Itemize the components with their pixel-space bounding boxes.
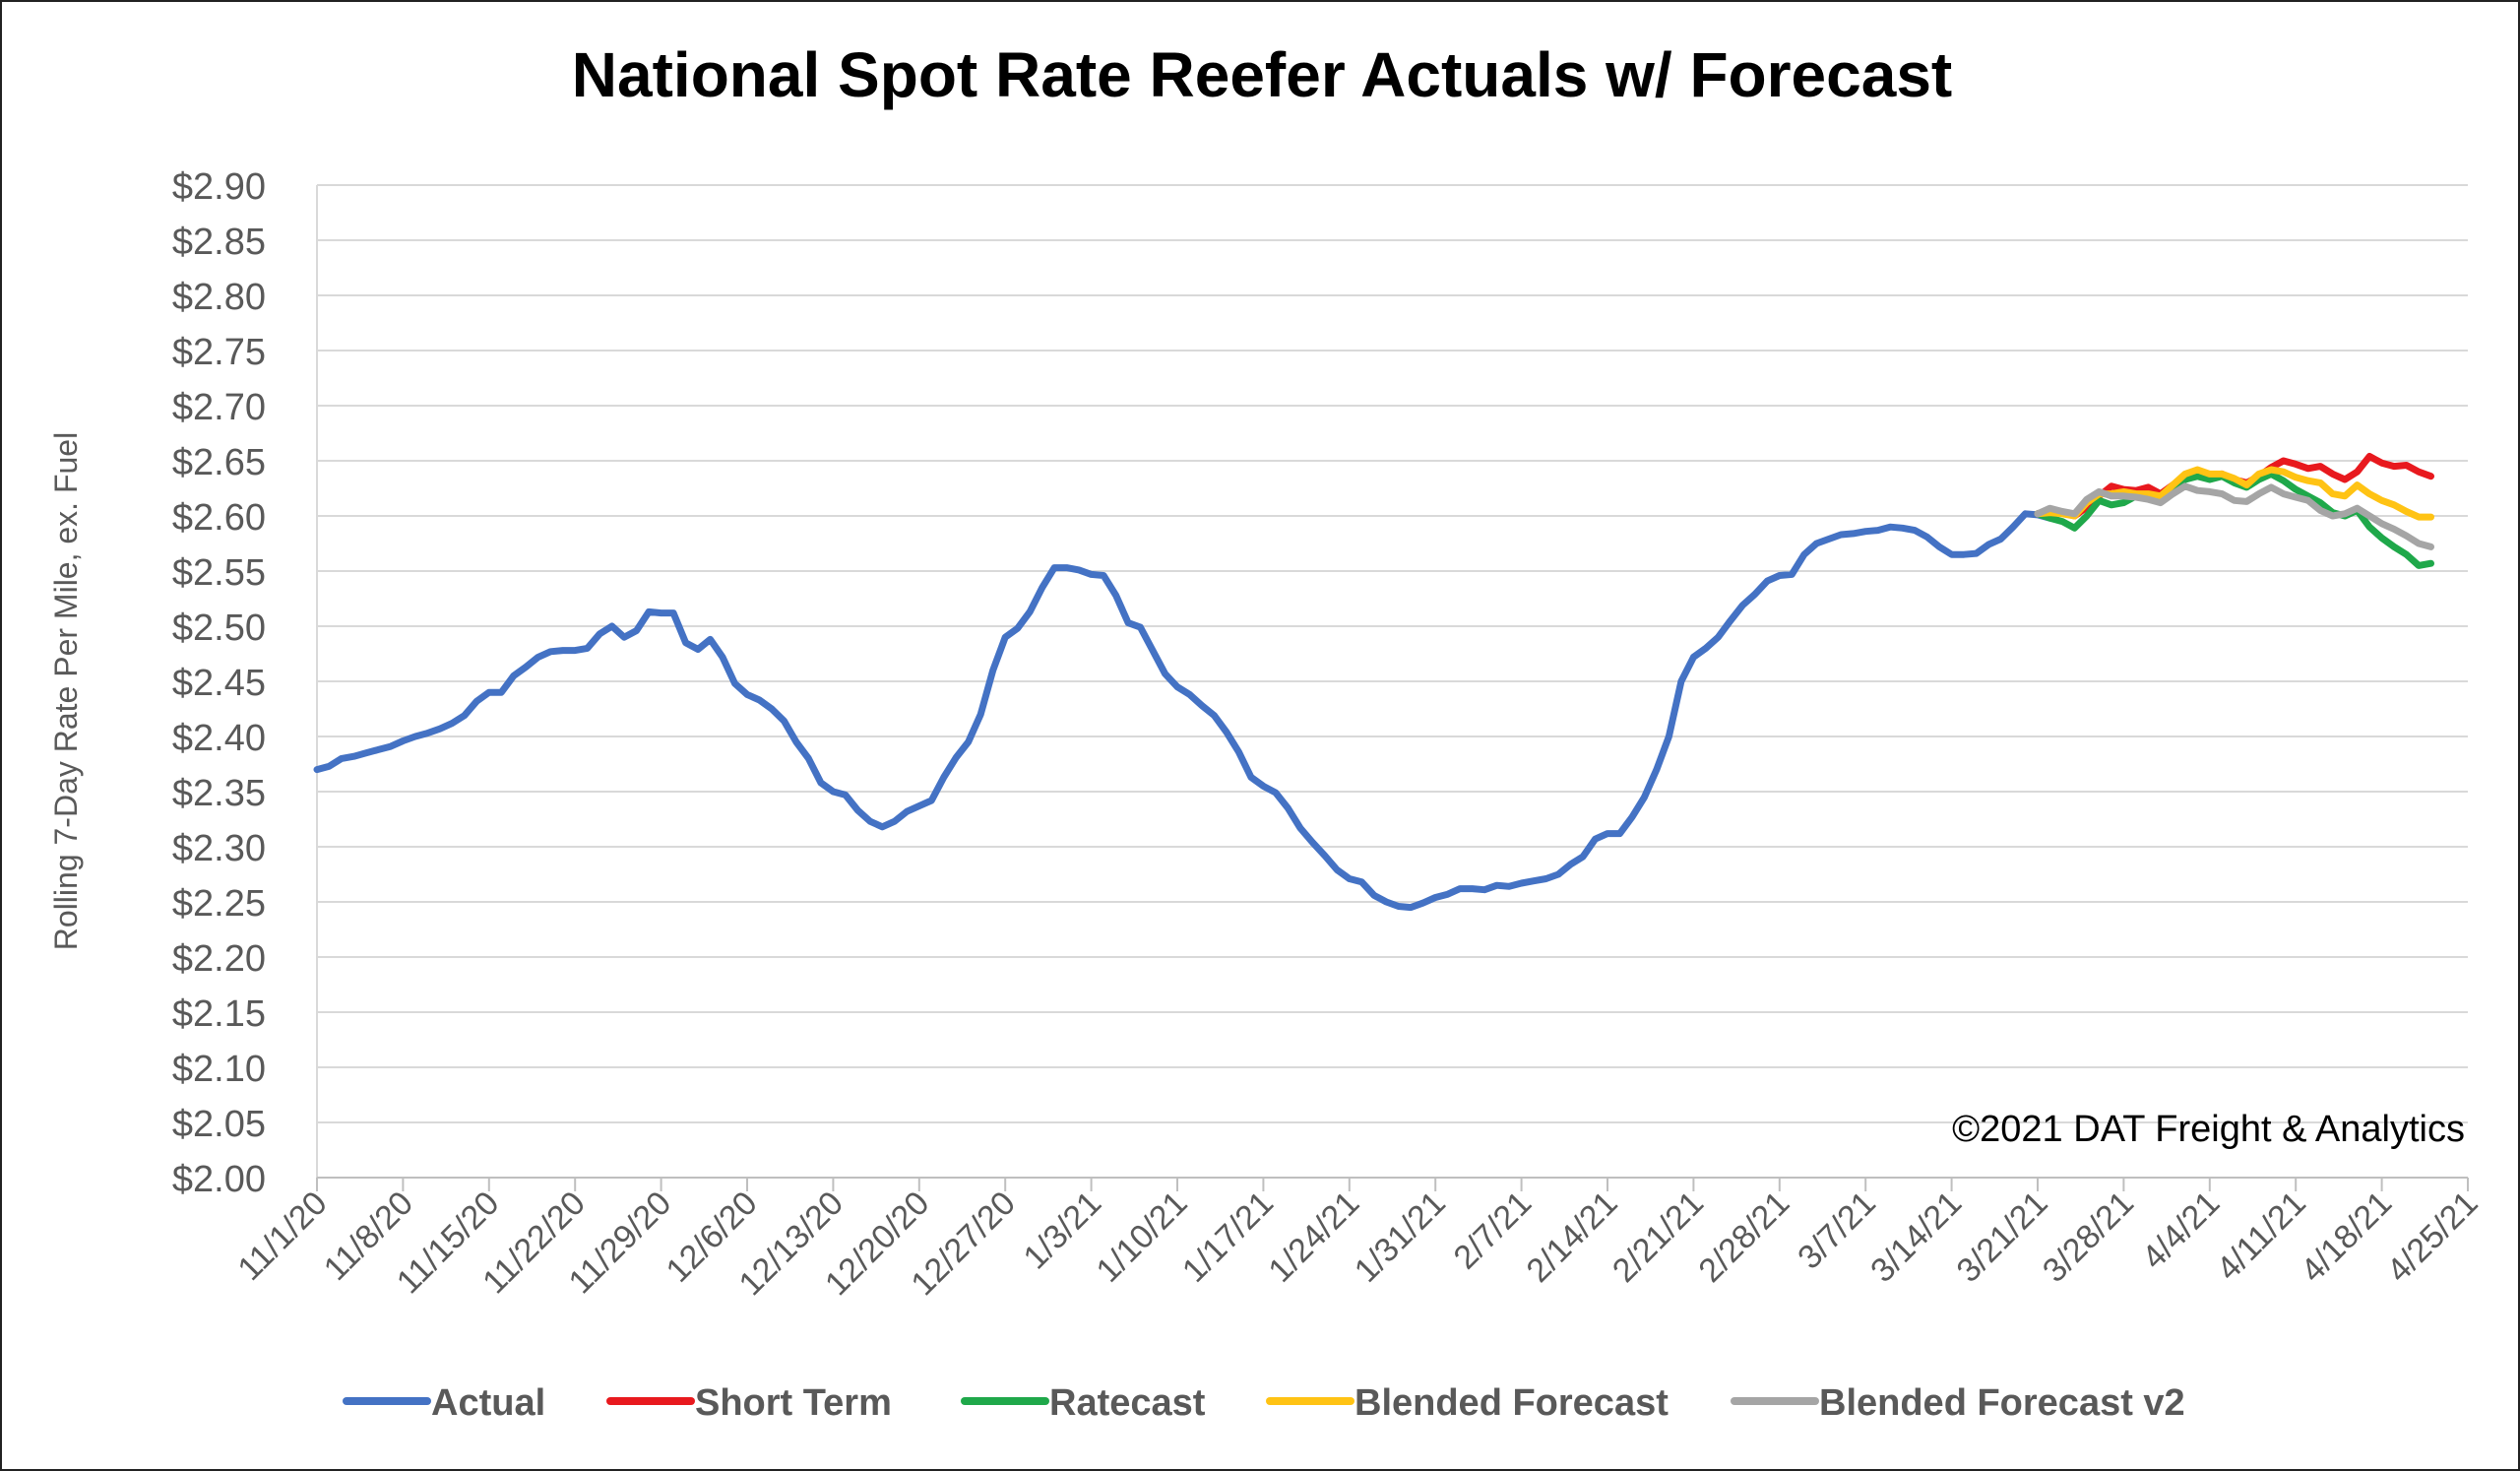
y-tick-label: $2.55: [172, 552, 266, 594]
y-tick-label: $2.35: [172, 773, 266, 814]
legend-label: Ratecast: [1049, 1382, 1206, 1424]
x-tick-label: 4/11/21: [2210, 1184, 2313, 1288]
series-line-ratecast: [2034, 470, 2434, 569]
gridlines: [316, 184, 2468, 1179]
y-tick-label: $2.25: [172, 883, 266, 925]
legend-label: Short Term: [695, 1382, 892, 1424]
x-tick-label: 1/17/21: [1175, 1184, 1281, 1290]
y-tick-label: $2.20: [172, 938, 266, 980]
y-tick-label: $2.00: [172, 1159, 266, 1200]
legend: Actual Short Term Ratecast Blended Forecast…: [343, 1382, 2185, 1424]
y-axis-label: Rolling 7-Day Rate Per Mile, ex. Fuel: [48, 432, 84, 950]
y-tick-label: $2.45: [172, 663, 266, 704]
y-tick-label: $2.65: [172, 442, 266, 483]
y-axis-ticks: $2.00 $2.05 $2.10 $2.15 $2.20 $2.25 $2.30 $2.35…: [172, 166, 266, 1200]
x-tick-label: 2/28/21: [1691, 1184, 1796, 1290]
x-tick-label: 2/21/21: [1606, 1184, 1711, 1290]
x-tick-label: 3/28/21: [2036, 1184, 2141, 1290]
y-tick-label: $2.70: [172, 387, 266, 428]
y-tick-label: $2.75: [172, 332, 266, 373]
series-lines: [313, 453, 2434, 912]
x-tick-label: 1/24/21: [1261, 1184, 1366, 1290]
y-tick-label: $2.05: [172, 1104, 266, 1145]
series-line-blended-forecast-v2: [2034, 482, 2434, 550]
y-tick-label: $2.10: [172, 1049, 266, 1090]
y-tick-label: $2.40: [172, 718, 266, 759]
copyright-watermark: ©2021 DAT Freight & Analytics: [1952, 1109, 2465, 1150]
legend-label: Actual: [431, 1382, 545, 1424]
y-tick-label: $2.80: [172, 277, 266, 318]
x-axis-ticks: 11/1/2011/8/2011/15/2011/22/2011/29/2012…: [230, 1178, 2486, 1303]
y-tick-label: $2.90: [172, 166, 266, 208]
series-line-actual: [313, 510, 2053, 912]
legend-label: Blended Forecast: [1354, 1382, 1669, 1424]
x-tick-label: 2/14/21: [1520, 1184, 1625, 1290]
x-tick-label: 4/18/21: [2294, 1184, 2399, 1290]
x-tick-label: 1/10/21: [1090, 1184, 1195, 1290]
x-tick-label: 3/21/21: [1950, 1184, 2055, 1290]
y-tick-label: $2.30: [172, 828, 266, 869]
y-tick-label: $2.85: [172, 222, 266, 263]
x-tick-label: 3/14/21: [1863, 1184, 1969, 1290]
y-tick-label: $2.15: [172, 993, 266, 1035]
legend-label: Blended Forecast v2: [1819, 1382, 2185, 1424]
chart-title: National Spot Rate Reefer Actuals w/ For…: [572, 39, 1952, 110]
x-tick-label: 4/25/21: [2380, 1184, 2486, 1290]
y-tick-label: $2.60: [172, 497, 266, 539]
y-tick-label: $2.50: [172, 608, 266, 649]
x-tick-label: 1/31/21: [1348, 1184, 1453, 1290]
